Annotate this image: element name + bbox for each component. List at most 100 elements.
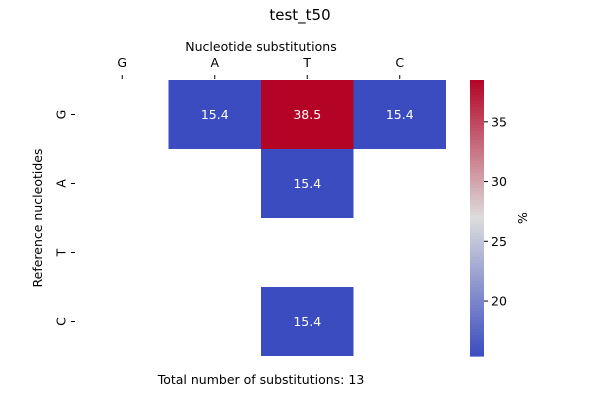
colorbar-gradient-step: [470, 188, 484, 192]
colorbar-gradient-step: [470, 269, 484, 273]
colorbar-tick-label: 20: [491, 294, 507, 309]
heatmap-cell: [168, 80, 261, 149]
colorbar-gradient-step: [470, 323, 484, 327]
colorbar-gradient-step: [470, 155, 484, 159]
colorbar-gradient-step: [470, 185, 484, 189]
colorbar-gradient-step: [470, 287, 484, 291]
colorbar-gradient-step: [470, 272, 484, 276]
x-tick-label: C: [395, 55, 404, 70]
heatmap-cell: [261, 80, 354, 149]
colorbar-gradient-step: [470, 335, 484, 339]
colorbar-gradient-step: [470, 260, 484, 264]
y-axis-label: Reference nucleotides: [30, 149, 45, 288]
colorbar-gradient-step: [470, 98, 484, 102]
colorbar-gradient-step: [470, 281, 484, 285]
colorbar-gradient-step: [470, 305, 484, 309]
colorbar-gradient-step: [470, 128, 484, 132]
colorbar-gradient-step: [470, 122, 484, 126]
cell-value-label: 15.4: [201, 107, 229, 122]
colorbar-gradient-step: [470, 224, 484, 228]
colorbar-gradient-step: [470, 236, 484, 240]
colorbar-gradient-step: [470, 314, 484, 318]
colorbar-gradient-step: [470, 266, 484, 270]
heatmap-cell: [353, 80, 446, 149]
colorbar-gradient-step: [470, 137, 484, 141]
colorbar-gradient-step: [470, 170, 484, 174]
colorbar-gradient-step: [470, 140, 484, 144]
colorbar-gradient-step: [470, 179, 484, 183]
cell-value-label: 15.4: [293, 176, 321, 191]
colorbar-gradient-step: [470, 92, 484, 96]
colorbar-gradient-step: [470, 296, 484, 300]
colorbar-gradient-step: [470, 347, 484, 351]
colorbar-gradient-step: [470, 131, 484, 135]
colorbar-gradient-step: [470, 245, 484, 249]
colorbar-gradient-step: [470, 242, 484, 246]
footer-note: Total number of substitutions: 13: [157, 372, 365, 387]
y-tick-label: T: [54, 248, 69, 257]
colorbar-gradient-step: [470, 197, 484, 201]
colorbar-gradient-step: [470, 200, 484, 204]
colorbar-gradient-step: [470, 302, 484, 306]
colorbar-gradient-step: [470, 248, 484, 252]
colorbar-gradient-step: [470, 149, 484, 153]
colorbar-gradient-step: [470, 152, 484, 156]
colorbar-gradient-step: [470, 293, 484, 297]
colorbar-gradient-step: [470, 209, 484, 213]
y-tick-label: C: [54, 317, 69, 326]
y-tick-label: G: [54, 110, 69, 120]
x-tick-label: A: [210, 55, 219, 70]
colorbar-gradient-step: [470, 278, 484, 282]
colorbar-gradient-step: [470, 284, 484, 288]
colorbar-gradient-step: [470, 134, 484, 138]
colorbar-gradient-step: [470, 143, 484, 147]
colorbar-gradient-step: [470, 230, 484, 234]
colorbar-gradient-step: [470, 212, 484, 216]
colorbar: 20 25 30 35: [470, 80, 507, 357]
colorbar-gradient-step: [470, 350, 484, 354]
colorbar-gradient-step: [470, 341, 484, 345]
colorbar-gradient-step: [470, 332, 484, 336]
colorbar-gradient-step: [470, 83, 484, 87]
colorbar-gradient-step: [470, 239, 484, 243]
colorbar-gradient-step: [470, 101, 484, 105]
colorbar-gradient-step: [470, 146, 484, 150]
colorbar-gradient-step: [470, 326, 484, 330]
colorbar-gradient-step: [470, 167, 484, 171]
chart-title: test_t50: [269, 6, 330, 25]
colorbar-tick-label: 35: [491, 114, 507, 129]
colorbar-gradient-step: [470, 329, 484, 333]
colorbar-gradient-step: [470, 113, 484, 117]
colorbar-gradient-step: [470, 233, 484, 237]
colorbar-gradient-step: [470, 89, 484, 93]
colorbar-gradient-step: [470, 257, 484, 261]
colorbar-gradient-step: [470, 320, 484, 324]
colorbar-gradient-step: [470, 80, 484, 84]
colorbar-gradient-step: [470, 311, 484, 315]
y-axis-ticks: G A T C: [54, 110, 75, 326]
colorbar-gradient-step: [470, 173, 484, 177]
colorbar-gradient-step: [470, 203, 484, 207]
cell-value-label: 38.5: [293, 107, 321, 122]
colorbar-gradient-step: [470, 86, 484, 90]
heatmap-cells: 15.4 38.5 15.4 15.4 15.4: [168, 80, 446, 356]
colorbar-gradient-step: [470, 104, 484, 108]
colorbar-gradient-step: [470, 95, 484, 99]
colorbar-gradient-step: [470, 251, 484, 255]
x-axis-label: Nucleotide substitutions: [185, 39, 336, 54]
colorbar-gradient-step: [470, 116, 484, 120]
x-tick-label: G: [117, 55, 127, 70]
colorbar-gradient-step: [470, 344, 484, 348]
colorbar-gradient-step: [470, 107, 484, 111]
colorbar-gradient-step: [470, 110, 484, 114]
colorbar-gradient-step: [470, 176, 484, 180]
x-tick-label: T: [302, 55, 311, 70]
colorbar-tick-label: 30: [491, 174, 507, 189]
colorbar-gradient-step: [470, 275, 484, 279]
colorbar-gradient-step: [470, 194, 484, 198]
colorbar-gradient-step: [470, 218, 484, 222]
cell-value-label: 15.4: [386, 107, 414, 122]
colorbar-gradient-step: [470, 221, 484, 225]
colorbar-gradient-step: [470, 254, 484, 258]
